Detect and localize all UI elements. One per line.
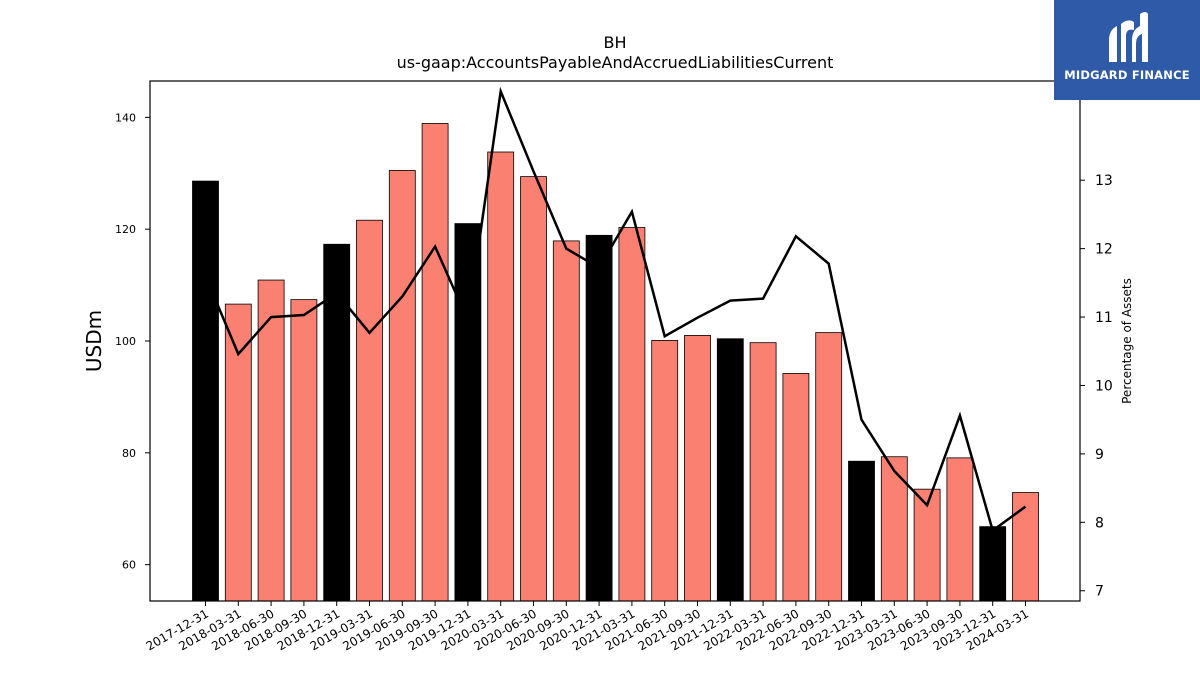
bar-2021-12-31 xyxy=(716,338,744,602)
y2-tick-label: 12 xyxy=(1095,242,1113,258)
y2-tick-label: 13 xyxy=(1095,173,1113,189)
bar-2019-12-31 xyxy=(454,223,482,602)
bars-layer xyxy=(192,123,1039,602)
brand-logo: MIDGARD FINANCE xyxy=(1054,0,1200,100)
y-tick-label: 120 xyxy=(115,223,136,236)
y2-tick-label: 10 xyxy=(1095,378,1113,394)
logo-mark-icon xyxy=(1109,12,1148,62)
bar-2021-09-30 xyxy=(684,335,711,602)
y-tick-label: 100 xyxy=(115,335,136,348)
y-tick-label: 60 xyxy=(122,559,136,572)
bar-2023-12-31 xyxy=(979,526,1007,602)
bar-2019-06-30 xyxy=(388,170,416,602)
bar-2018-03-31 xyxy=(224,303,252,602)
y-tick-label: 80 xyxy=(122,447,136,460)
bar-2019-03-31 xyxy=(356,219,383,602)
bar-2022-09-30 xyxy=(815,332,843,602)
bar-2018-09-30 xyxy=(290,299,318,602)
logo-text: MIDGARD FINANCE xyxy=(1064,68,1190,82)
y2-tick-label: 7 xyxy=(1095,584,1104,600)
percentage-line xyxy=(204,86,1027,533)
y-axis-label: USDm xyxy=(82,310,106,372)
bar-2022-03-31 xyxy=(749,342,777,602)
y-axis-right: 7 8 9 10 11 12 13 xyxy=(1080,173,1113,600)
bar-2023-09-30 xyxy=(946,457,974,602)
bar-2021-06-30 xyxy=(651,340,679,602)
bar-2017-12-31 xyxy=(192,180,219,602)
bar-2020-03-31 xyxy=(487,151,515,602)
y2-tick-label: 11 xyxy=(1095,310,1113,326)
x-axis: 2017-12-312018-03-312018-06-302018-09-30… xyxy=(144,601,1031,653)
bar-2019-09-30 xyxy=(421,123,449,602)
y2-tick-label: 8 xyxy=(1095,515,1104,531)
y2-axis-label: Percentage of Assets xyxy=(1120,278,1134,404)
chart-title: BH xyxy=(603,33,626,52)
bar-2018-06-30 xyxy=(257,279,285,602)
bar-2022-06-30 xyxy=(782,373,810,602)
y-tick-label: 140 xyxy=(115,111,136,124)
bar-2020-09-30 xyxy=(552,240,580,602)
plot-frame xyxy=(149,80,1081,602)
bar-2021-03-31 xyxy=(618,227,646,602)
chart-subtitle: us-gaap:AccountsPayableAndAccruedLiabili… xyxy=(397,53,834,72)
bar-2020-12-31 xyxy=(585,234,613,602)
bar-2023-06-30 xyxy=(913,488,941,602)
bar-2022-12-31 xyxy=(848,460,875,602)
y-axis-left: 60 80 100 120 140 xyxy=(115,111,150,572)
bar-2024-03-31 xyxy=(1012,492,1039,602)
bar-2023-03-31 xyxy=(880,456,908,602)
bar-2020-06-30 xyxy=(520,176,547,602)
y2-tick-label: 9 xyxy=(1095,447,1104,463)
